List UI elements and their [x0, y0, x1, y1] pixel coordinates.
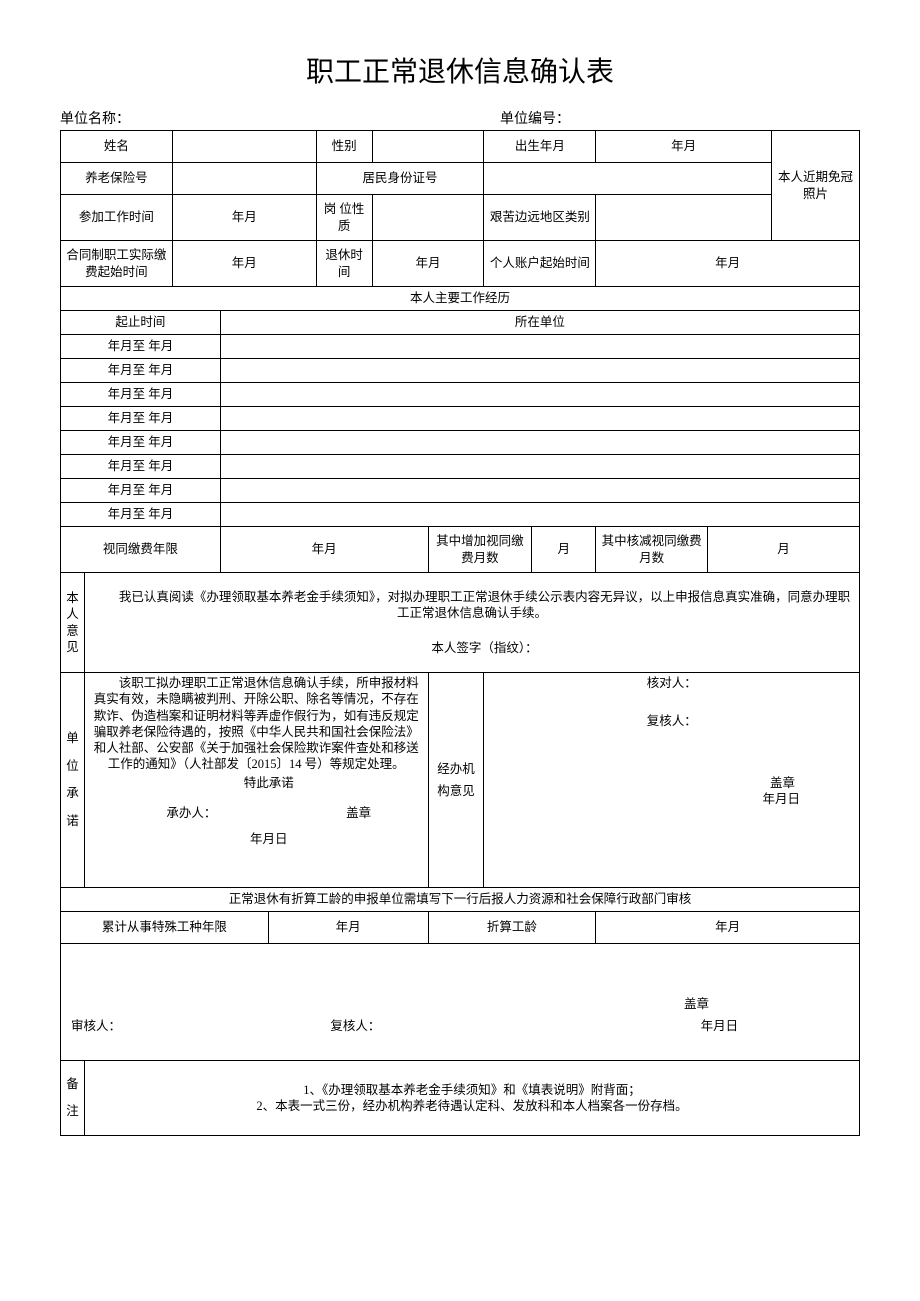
audit-date: 年月日: [590, 1018, 849, 1034]
field-sex[interactable]: [372, 131, 484, 163]
period-cell[interactable]: 年月至 年月: [61, 335, 221, 359]
period-cell[interactable]: 年月至 年月: [61, 479, 221, 503]
field-post-nature[interactable]: [372, 195, 484, 241]
form-title: 职工正常退休信息确认表: [60, 50, 860, 90]
field-start-work[interactable]: 年月: [172, 195, 316, 241]
unit-promise-text2: 特此承诺: [89, 775, 424, 791]
period-cell[interactable]: 年月至 年月: [61, 359, 221, 383]
employer-cell[interactable]: [220, 455, 859, 479]
reviewer-label: 复核人：: [330, 1018, 589, 1034]
field-deemed-years[interactable]: 年月: [220, 527, 428, 573]
period-cell[interactable]: 年月至 年月: [61, 455, 221, 479]
label-contract-start: 合同制职工实际缴费起始时间: [61, 241, 173, 287]
self-opinion-text: 我已认真阅读《办理领取基本养老金手续须知》，对拟办理职工正常退休手续公示表内容无…: [89, 589, 855, 622]
field-name[interactable]: [172, 131, 316, 163]
convert-note: 正常退休有折算工龄的申报单位需填写下一行后报人力资源和社会保障行政部门审核: [61, 888, 860, 912]
unit-name-label: 单位名称：: [60, 108, 130, 128]
field-pension-no[interactable]: [172, 163, 316, 195]
field-contract-start[interactable]: 年月: [172, 241, 316, 287]
employer-cell[interactable]: [220, 359, 859, 383]
unit-promise-block: 该职工拟办理职工正常退休信息确认手续，所申报材料真实有效，未隐瞒被判刑、开除公职…: [84, 673, 428, 888]
agency-opinion-block: 核对人： 复核人： 盖章 年月日: [484, 673, 860, 888]
employer-cell[interactable]: [220, 431, 859, 455]
employer-cell[interactable]: [220, 383, 859, 407]
label-sub-months: 其中核减视同缴费月数: [596, 527, 708, 573]
field-sub-months[interactable]: 月: [708, 527, 860, 573]
period-cell[interactable]: 年月至 年月: [61, 383, 221, 407]
label-post-nature: 岗 位性 质: [316, 195, 372, 241]
remark-block: 1、《办理领取基本养老金手续须知》和《填表说明》附背面； 2、本表一式三份，经办…: [84, 1061, 859, 1136]
label-agency-opinion: 经办机构意见: [428, 673, 484, 888]
history-title: 本人主要工作经历: [61, 287, 860, 311]
reviewer-label2: 复核人：: [488, 713, 855, 729]
employer-cell[interactable]: [220, 335, 859, 359]
header-line: 单位名称： 单位编号：: [60, 108, 860, 128]
employer-cell[interactable]: [220, 407, 859, 431]
self-opinion-block: 我已认真阅读《办理领取基本养老金手续须知》，对拟办理职工正常退休手续公示表内容无…: [84, 573, 859, 673]
audit-block: 盖章 审核人： 复核人： 年月日: [61, 944, 860, 1061]
remark-line2: 2、本表一式三份，经办机构养老待遇认定科、发放科和本人档案各一份存档。: [93, 1098, 851, 1114]
unit-promise-text: 该职工拟办理职工正常退休信息确认手续，所申报材料真实有效，未隐瞒被判刑、开除公职…: [89, 675, 424, 773]
employer-cell[interactable]: [220, 503, 859, 527]
label-sex: 性别: [316, 131, 372, 163]
handler-label: 承办人：: [141, 805, 216, 821]
label-employer: 所在单位: [220, 311, 859, 335]
photo-box: 本人近期免冠照片: [772, 131, 860, 241]
label-unit-promise: 单位承诺: [61, 673, 85, 888]
main-table: 姓名 性别 出生年月 年月 本人近期免冠照片 养老保险号 居民身份证号 参加工作…: [60, 130, 860, 1136]
unit-code-label: 单位编号：: [500, 108, 860, 128]
agency-date: 年月日: [488, 791, 855, 807]
audit-stamp: 盖章: [71, 996, 849, 1012]
field-retire-time[interactable]: 年月: [372, 241, 484, 287]
label-name: 姓名: [61, 131, 173, 163]
label-retire-time: 退休时间: [316, 241, 372, 287]
field-hardship[interactable]: [596, 195, 772, 241]
unit-date: 年月日: [89, 831, 424, 847]
stamp-label: 盖章: [321, 805, 371, 821]
label-period: 起止时间: [61, 311, 221, 335]
label-hardship: 艰苦边远地区类别: [484, 195, 596, 241]
agency-stamp: 盖章: [488, 775, 855, 791]
period-cell[interactable]: 年月至 年月: [61, 503, 221, 527]
field-special-years[interactable]: 年月: [268, 912, 428, 944]
label-remark: 备注: [61, 1061, 85, 1136]
label-birth: 出生年月: [484, 131, 596, 163]
period-cell[interactable]: 年月至 年月: [61, 407, 221, 431]
label-self-opinion: 本人意见: [61, 573, 85, 673]
self-sign-label: 本人签字（指纹）：: [89, 640, 855, 656]
employer-cell[interactable]: [220, 479, 859, 503]
label-convert-years: 折算工龄: [428, 912, 596, 944]
label-acct-start: 个人账户起始时间: [484, 241, 596, 287]
label-add-months: 其中增加视同缴费月数: [428, 527, 532, 573]
label-special-years: 累计从事特殊工种年限: [61, 912, 269, 944]
field-id-no[interactable]: [484, 163, 772, 195]
field-acct-start[interactable]: 年月: [596, 241, 860, 287]
page: 职工正常退休信息确认表 单位名称： 单位编号： 姓名 性别 出生年月 年月 本人…: [60, 50, 860, 1136]
field-convert-years[interactable]: 年月: [596, 912, 860, 944]
field-add-months[interactable]: 月: [532, 527, 596, 573]
auditor-label: 审核人：: [71, 1018, 330, 1034]
label-id-no: 居民身份证号: [316, 163, 484, 195]
label-start-work: 参加工作时间: [61, 195, 173, 241]
remark-line1: 1、《办理领取基本养老金手续须知》和《填表说明》附背面；: [93, 1082, 851, 1098]
field-birth[interactable]: 年月: [596, 131, 772, 163]
period-cell[interactable]: 年月至 年月: [61, 431, 221, 455]
label-deemed-years: 视同缴费年限: [61, 527, 221, 573]
label-pension-no: 养老保险号: [61, 163, 173, 195]
checker-label: 核对人：: [488, 675, 855, 691]
